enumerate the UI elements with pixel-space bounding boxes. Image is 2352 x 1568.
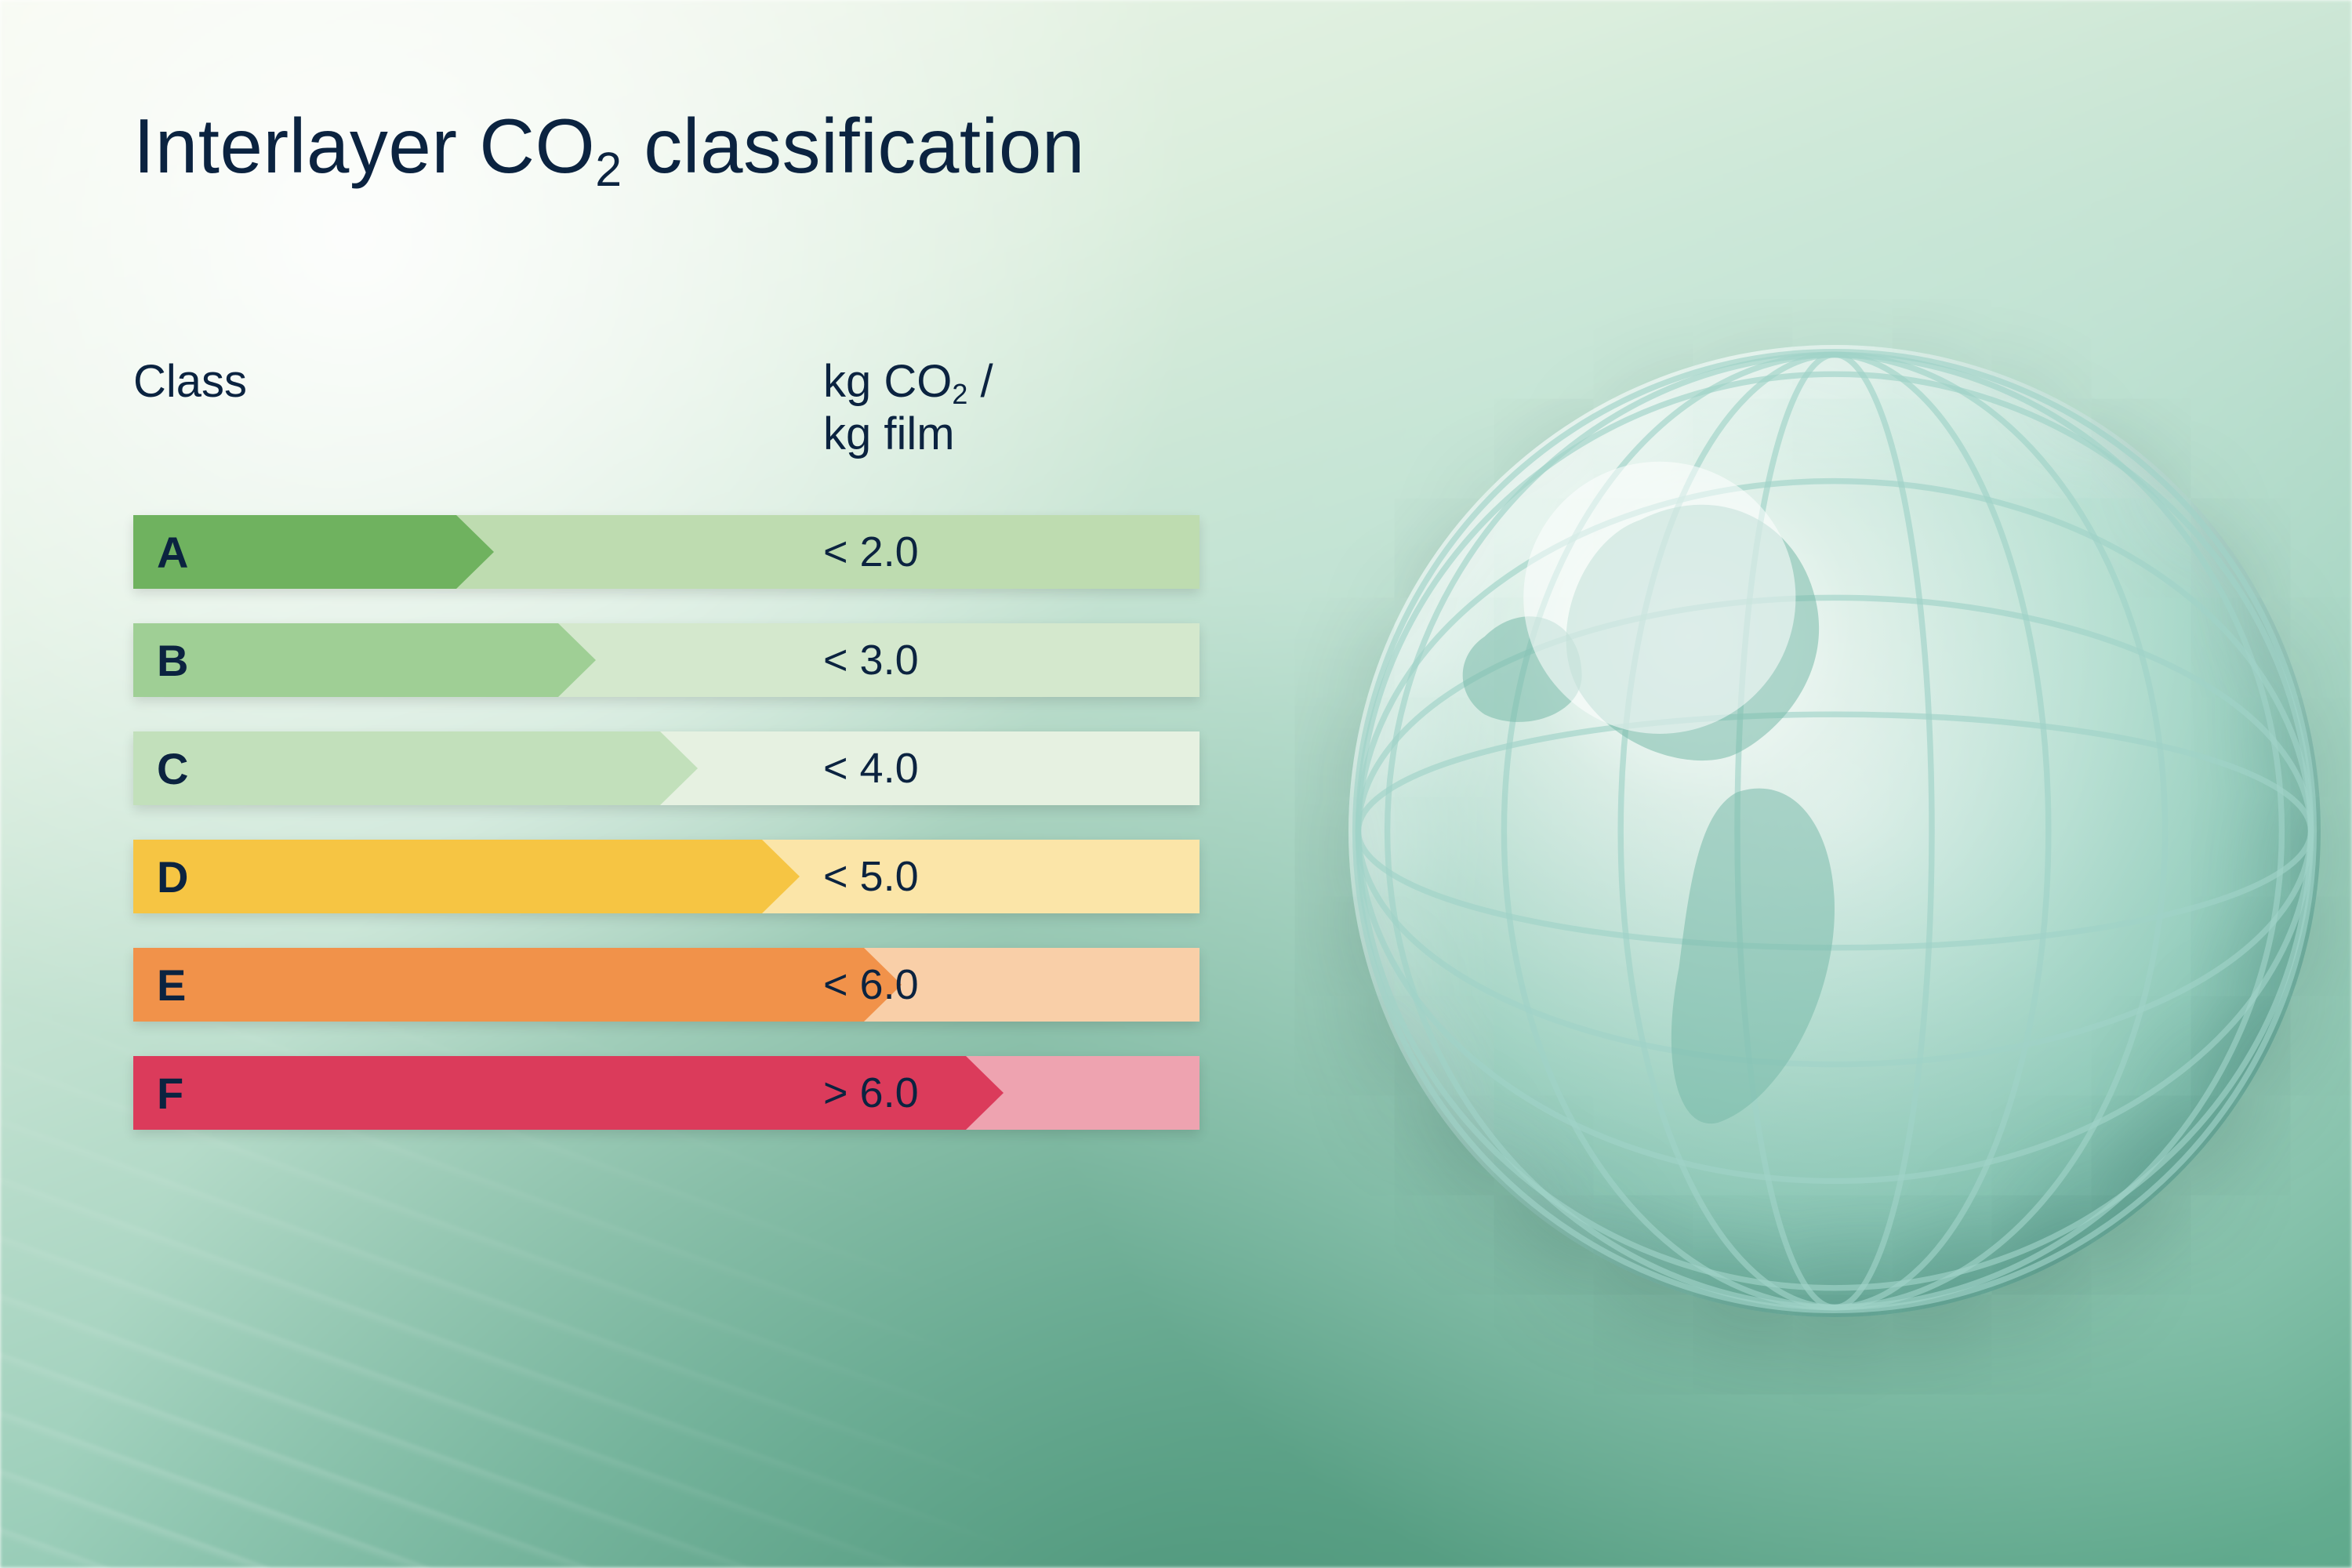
class-row-a: A < 2.0 (133, 515, 1200, 589)
row-arrow (133, 948, 902, 1022)
class-row-c: C < 4.0 (133, 731, 1200, 805)
row-arrow (133, 731, 698, 805)
header-value: kg CO2 /kg film (823, 355, 993, 460)
row-value: > 6.0 (823, 1056, 919, 1130)
classification-rows: A < 2.0 B < 3.0 C < 4.0 D < 5.0 E < 6.0 F > 6.0 (133, 515, 2219, 1130)
page-title: Interlayer CO2 classification (133, 102, 2219, 191)
column-headers: Class kg CO2 /kg film (133, 355, 2219, 460)
row-arrow (133, 840, 800, 913)
row-value: < 2.0 (823, 515, 919, 589)
row-class-label: F (157, 1056, 183, 1130)
class-row-d: D < 5.0 (133, 840, 1200, 913)
row-value: < 4.0 (823, 731, 919, 805)
row-class-label: A (157, 515, 188, 589)
row-class-label: D (157, 840, 188, 913)
content-panel: Interlayer CO2 classification Class kg C… (133, 102, 2219, 1130)
header-class: Class (133, 355, 823, 460)
row-class-label: C (157, 731, 188, 805)
row-value: < 3.0 (823, 623, 919, 697)
row-value: < 5.0 (823, 840, 919, 913)
row-value: < 6.0 (823, 948, 919, 1022)
row-class-label: B (157, 623, 188, 697)
row-arrow (133, 623, 596, 697)
class-row-e: E < 6.0 (133, 948, 1200, 1022)
row-class-label: E (157, 948, 186, 1022)
class-row-b: B < 3.0 (133, 623, 1200, 697)
class-row-f: F > 6.0 (133, 1056, 1200, 1130)
